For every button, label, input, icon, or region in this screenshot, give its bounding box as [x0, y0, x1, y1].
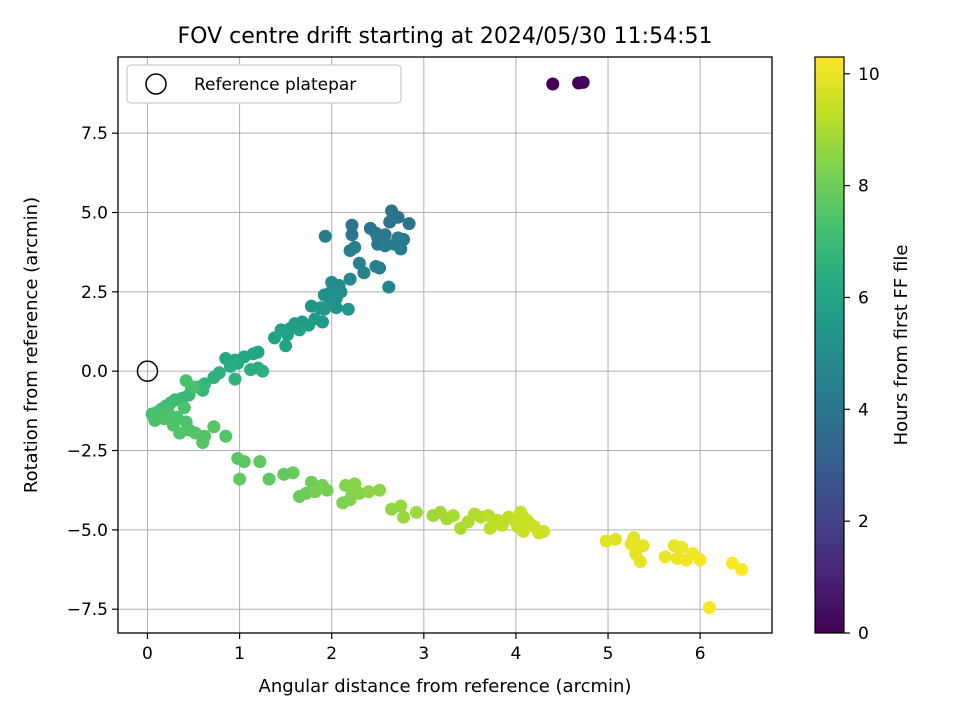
data-point [725, 556, 739, 570]
data-point [357, 266, 371, 280]
data-point [308, 485, 322, 499]
data-point [233, 472, 247, 486]
colorbar-tick-label: 10 [858, 65, 880, 85]
colorbar-tick-label: 6 [858, 288, 869, 308]
x-tick-label: 3 [418, 644, 429, 664]
data-point [244, 363, 258, 377]
data-point [373, 483, 387, 497]
x-tick-label: 4 [511, 644, 522, 664]
data-point [383, 215, 397, 229]
y-axis-ticks: −7.5 −5.0 −2.5 0.0 2.5 5.0 7.5 [67, 124, 118, 620]
reference-marker [136, 360, 159, 382]
data-point [345, 228, 359, 242]
data-point [516, 524, 530, 538]
y-axis-label: Rotation from reference (arcmin) [21, 197, 42, 493]
data-point [675, 540, 689, 554]
x-tick-label: 5 [603, 644, 614, 664]
legend-marker-reference [145, 73, 167, 95]
data-point [198, 429, 212, 443]
x-tick-label: 1 [234, 644, 245, 664]
data-point [409, 505, 423, 519]
data-point [325, 275, 339, 289]
data-point [397, 510, 411, 524]
colorbar-tick-label: 8 [858, 177, 869, 197]
data-point [262, 472, 276, 486]
colorbar-tick-label: 2 [858, 512, 869, 532]
y-tick-label: 2.5 [81, 283, 108, 303]
data-point [546, 77, 560, 91]
data-point [576, 75, 590, 89]
data-point [286, 466, 300, 480]
data-point [394, 242, 408, 256]
data-point [228, 372, 242, 386]
data-point [348, 477, 362, 491]
data-point [207, 420, 221, 434]
data-point [292, 323, 306, 337]
data-point [237, 455, 251, 469]
data-point [279, 339, 293, 353]
data-point [187, 380, 201, 394]
colorbar-label: Hours from first FF file [891, 245, 912, 446]
x-tick-label: 0 [142, 644, 153, 664]
data-point [693, 553, 707, 567]
y-tick-label: −2.5 [67, 442, 108, 462]
data-point [636, 539, 650, 553]
data-point [343, 272, 357, 286]
colorbar: 0 2 4 6 8 10 Hours from first FF file [814, 56, 912, 644]
data-point [735, 563, 749, 577]
reference-point [136, 360, 159, 382]
data-point [402, 217, 416, 231]
legend-entry-reference: Reference platepar [194, 75, 356, 95]
colorbar-tick-label: 4 [858, 400, 869, 420]
data-point [633, 555, 647, 569]
data-point [223, 359, 237, 373]
data-points [145, 75, 749, 615]
chart-title: FOV centre drift starting at 2024/05/30 … [178, 24, 713, 49]
data-point [177, 401, 191, 415]
x-tick-label: 6 [695, 644, 706, 664]
data-point [345, 218, 359, 232]
data-point [219, 429, 233, 443]
y-tick-label: −5.0 [67, 521, 108, 541]
data-point [373, 261, 387, 275]
data-point [329, 301, 343, 315]
data-point [207, 371, 221, 385]
plot-frame [117, 56, 773, 634]
data-point [253, 455, 267, 469]
colorbar-tick-label: 0 [858, 624, 869, 644]
y-tick-label: 7.5 [81, 124, 108, 144]
data-point [317, 288, 331, 302]
y-tick-label: 0.0 [81, 362, 108, 382]
data-point [320, 483, 334, 497]
data-point [394, 499, 408, 513]
data-point [702, 601, 716, 615]
data-point [382, 280, 396, 294]
data-point [268, 331, 282, 345]
y-tick-label: 5.0 [81, 204, 108, 224]
data-point [343, 244, 357, 258]
data-point [608, 532, 622, 546]
data-point [378, 239, 392, 253]
data-point [341, 302, 355, 316]
data-point [658, 550, 672, 564]
colorbar-gradient [814, 56, 845, 634]
x-tick-label: 2 [326, 644, 337, 664]
data-point [256, 364, 270, 378]
data-point [537, 524, 551, 538]
data-point [446, 509, 460, 523]
legend-box [126, 64, 402, 104]
data-point [157, 412, 171, 426]
data-point [362, 485, 376, 499]
data-point [317, 302, 331, 316]
x-axis-label: Angular distance from reference (arcmin) [259, 676, 632, 697]
y-tick-label: −7.5 [67, 600, 108, 620]
colorbar-ticks: 0 2 4 6 8 10 [844, 65, 880, 644]
legend: Reference platepar [126, 64, 402, 104]
data-point [315, 315, 329, 329]
x-axis-ticks: 0 1 2 3 4 5 6 [142, 633, 706, 664]
data-point [280, 328, 294, 342]
data-point [318, 229, 332, 243]
